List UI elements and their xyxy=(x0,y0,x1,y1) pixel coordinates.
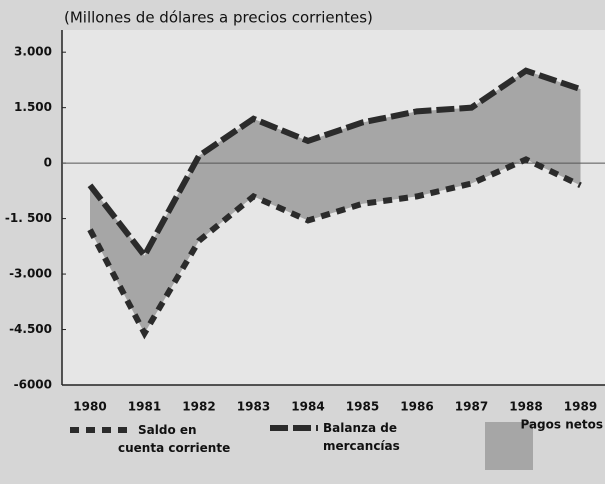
y-tick-label: -6000 xyxy=(14,378,52,392)
x-tick-label: 1981 xyxy=(128,400,161,414)
y-tick-label: -1. 500 xyxy=(5,211,52,225)
x-tick-label: 1985 xyxy=(346,400,379,414)
x-tick-label: 1982 xyxy=(182,400,215,414)
legend-label: Saldo en cuenta corriente xyxy=(118,423,230,455)
x-tick-label: 1988 xyxy=(509,400,542,414)
y-tick-label: 3.000 xyxy=(14,45,52,59)
x-tick-label: 1980 xyxy=(73,400,106,414)
pagos-netos-area xyxy=(90,70,581,334)
series-line xyxy=(87,67,582,262)
legend-label: Balanza de mercancías xyxy=(323,421,400,453)
x-tick-label: 1989 xyxy=(564,400,597,414)
x-tick-label: 1987 xyxy=(455,400,488,414)
chart-title: (Millones de dólares a precios corriente… xyxy=(64,9,373,27)
series-line xyxy=(87,156,582,340)
y-tick-label: -4.500 xyxy=(9,322,52,336)
legend-swatch xyxy=(485,422,533,470)
x-tick-label: 1986 xyxy=(400,400,433,414)
x-tick-label: 1983 xyxy=(237,400,270,414)
x-tick-label: 1984 xyxy=(291,400,324,414)
y-tick-label: 0 xyxy=(44,156,52,170)
y-tick-label: -3.000 xyxy=(9,267,52,281)
y-tick-label: 1.500 xyxy=(14,100,52,114)
legend-label: Pagos netos xyxy=(520,418,603,432)
